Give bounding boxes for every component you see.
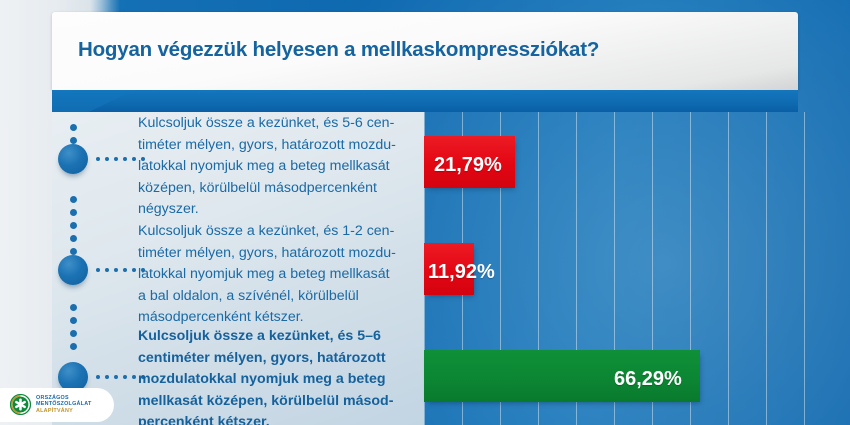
- bar-value-label-2: 11,92%: [428, 261, 495, 283]
- rail-dot: [70, 343, 77, 350]
- bar-answer-2: [424, 243, 474, 295]
- bar-answer-3: [424, 350, 700, 402]
- timeline-rail: [52, 112, 145, 425]
- rail-dot: [70, 124, 77, 131]
- timeline-node-1[interactable]: [58, 144, 88, 174]
- timeline-connector-2: [96, 268, 148, 273]
- gridline: [614, 112, 615, 425]
- gridline: [500, 112, 501, 425]
- gridline: [804, 112, 805, 425]
- logo: ORSZÁGOS MENTŐSZOLGÁLAT ALAPÍTVÁNY: [10, 394, 92, 415]
- logo-line-3: ALAPÍTVÁNY: [36, 407, 73, 414]
- rail-dot: [70, 222, 77, 229]
- timeline-connector-1: [96, 157, 148, 162]
- answer-line: timéter mélyen, gyors, határozott mozdu-: [138, 136, 396, 153]
- answer-line: centiméter mélyen, gyors, határozott: [138, 349, 386, 366]
- answer-line: latokkal nyomjuk meg a beteg mellkasát: [138, 266, 390, 282]
- gridline: [538, 112, 539, 425]
- answer-line: középen, körülbelül másodpercenként: [138, 179, 377, 196]
- answer-line: mellkasát középen, körülbelül másod-: [138, 392, 394, 409]
- timeline-connector-3: [96, 375, 148, 380]
- header-banner: [52, 90, 798, 112]
- answer-line: Kulcsoljuk össze a kezünket, és 1-2 cen-: [138, 223, 395, 239]
- answer-line: mozdulatokkal nyomjuk meg a beteg: [138, 371, 386, 387]
- bar-answer-1: [424, 136, 515, 188]
- bar-value-label-3: 66,29%: [614, 368, 682, 390]
- gridline: [652, 112, 653, 425]
- gridline: [690, 112, 691, 425]
- gridline: [766, 112, 767, 425]
- timeline-node-3[interactable]: [58, 362, 88, 392]
- rail-dot: [70, 330, 77, 337]
- answer-line: másodpercenként kétszer.: [138, 309, 304, 325]
- gridline: [728, 112, 729, 425]
- rail-dot: [70, 304, 77, 311]
- bar-value-label-1: 21,79%: [434, 154, 502, 176]
- answer-text-1: Kulcsoljuk össze a kezünket, és 5-6 cen-…: [138, 113, 416, 221]
- answer-text-2: Kulcsoljuk össze a kezünket, és 1-2 cen-…: [138, 221, 416, 329]
- answer-line: Kulcsoljuk össze a kezünket, és 5–6: [138, 328, 381, 344]
- rail-dot: [70, 317, 77, 324]
- timeline-node-2[interactable]: [58, 255, 88, 285]
- logo-text: ORSZÁGOS MENTŐSZOLGÁLAT ALAPÍTVÁNY: [36, 395, 92, 415]
- answer-line: latokkal nyomjuk meg a beteg mellkasát: [138, 158, 390, 174]
- star-of-life-icon: [10, 394, 31, 415]
- answer-line: a bal oldalon, a szívénél, körülbelül: [138, 287, 359, 304]
- rail-dot: [70, 235, 77, 242]
- bar-chart: 21,79% 11,92% 66,29%: [424, 112, 850, 425]
- logo-line-2: MENTŐSZOLGÁLAT: [36, 401, 92, 408]
- answer-line: négyszer.: [138, 201, 199, 217]
- gridline: [576, 112, 577, 425]
- answer-line: percenként kétszer.: [138, 414, 270, 425]
- rail-dot: [70, 248, 77, 255]
- answer-line: Kulcsoljuk össze a kezünket, és 5-6 cen-: [138, 115, 395, 131]
- answer-text-3: Kulcsoljuk össze a kezünket, és 5–6 cent…: [138, 326, 416, 425]
- rail-dot: [70, 196, 77, 203]
- rail-dot: [70, 209, 77, 216]
- answer-line: timéter mélyen, gyors, határozott mozdu-: [138, 244, 396, 261]
- title-card: [52, 12, 798, 90]
- logo-line-1: ORSZÁGOS: [36, 394, 69, 401]
- page-title: Hogyan végezzük helyesen a mellkaskompre…: [78, 38, 600, 61]
- rail-dot: [70, 137, 77, 144]
